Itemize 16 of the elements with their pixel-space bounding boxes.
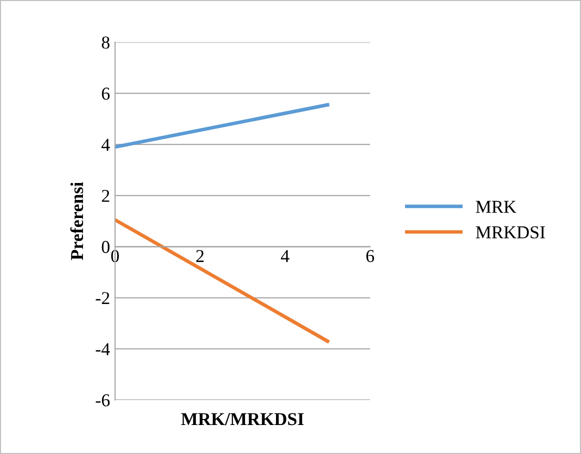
x-tick-label: 0 (111, 250, 119, 262)
y-tick-label: -6 (96, 394, 110, 406)
y-tick-label: 0 (102, 240, 110, 254)
x-tick-label: 6 (366, 250, 374, 262)
legend-label: MRK (476, 200, 516, 213)
x-tick-label: 2 (196, 250, 204, 262)
y-tick-label: 8 (102, 36, 110, 49)
y-tick-label: 2 (102, 190, 110, 202)
legend-label: MRKDSI (476, 226, 545, 238)
y-tick-label: -2 (96, 292, 110, 304)
y-tick-label: 4 (102, 138, 110, 151)
y-tick-label: 6 (102, 88, 110, 100)
x-axis-title: MRK/MRKDSI (181, 413, 304, 426)
x-tick-label: 4 (280, 250, 290, 262)
y-axis-title: Preferensi (70, 182, 84, 260)
y-tick-label: -4 (96, 343, 110, 356)
